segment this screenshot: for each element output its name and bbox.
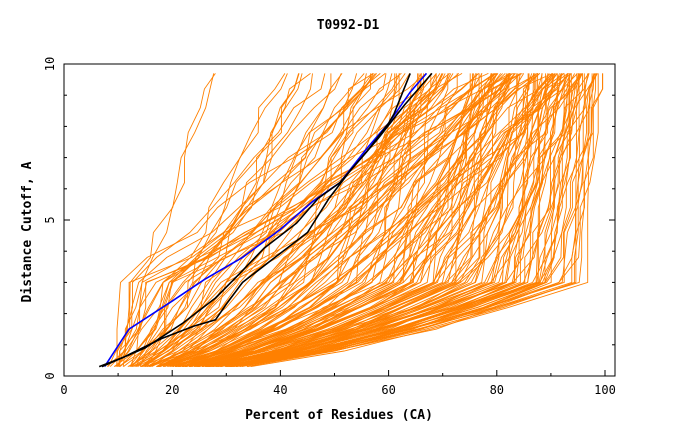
background-curve <box>136 73 402 368</box>
x-tick-label: 0 <box>60 383 67 397</box>
y-tick-label: 0 <box>43 372 57 379</box>
background-curve <box>205 73 519 368</box>
x-tick-label: 80 <box>490 383 504 397</box>
background-curve <box>167 73 420 368</box>
series-line-2 <box>101 73 411 368</box>
chart-title: T0992-D1 <box>317 18 380 33</box>
background-curve <box>145 73 509 368</box>
background-curve <box>226 73 536 368</box>
background-curve <box>131 73 300 367</box>
background-curve <box>188 73 480 368</box>
background-curve <box>229 73 595 368</box>
background-curve <box>156 73 332 367</box>
x-tick-label: 60 <box>381 383 395 397</box>
background-curve <box>175 73 443 368</box>
background-curve <box>185 73 493 368</box>
background-curve <box>208 73 534 368</box>
y-tick-label: 10 <box>43 57 57 71</box>
background-curve <box>116 73 215 367</box>
background-curve <box>139 73 387 367</box>
background-curve <box>137 73 432 367</box>
background-curve <box>157 73 450 368</box>
background-curve <box>129 73 286 367</box>
background-curve <box>163 73 425 368</box>
background-curve <box>122 73 326 367</box>
background-curve <box>185 73 471 368</box>
background-curve <box>189 73 510 368</box>
background-curve <box>149 73 506 368</box>
background-curve <box>176 73 483 368</box>
background-curve <box>140 73 539 367</box>
background-curve <box>246 73 597 368</box>
background-curve <box>202 73 503 368</box>
background-curve <box>209 73 569 368</box>
background-curve <box>157 73 478 368</box>
background-curve <box>149 73 367 368</box>
background-curve <box>212 73 543 368</box>
y-tick-label: 5 <box>43 216 57 223</box>
background-curves <box>106 72 604 368</box>
background-curve <box>230 73 579 368</box>
x-axis-label: Percent of Residues (CA) <box>245 408 433 423</box>
background-curve <box>130 73 376 367</box>
background-curve <box>156 73 444 367</box>
x-tick-label: 40 <box>273 383 287 397</box>
background-curve <box>217 73 518 368</box>
background-curve <box>127 73 303 367</box>
background-curve <box>148 73 498 368</box>
background-curve <box>145 73 410 368</box>
x-tick-label: 20 <box>165 383 179 397</box>
background-curve <box>160 73 497 368</box>
background-curve <box>229 73 595 368</box>
background-curve <box>158 73 512 368</box>
background-curve <box>177 73 396 368</box>
background-curve <box>143 73 365 367</box>
background-curve <box>229 73 565 368</box>
background-curve <box>172 73 510 368</box>
background-curve <box>163 73 477 368</box>
x-tick-label: 100 <box>594 383 616 397</box>
highlighted-series <box>98 72 433 368</box>
background-curve <box>141 73 479 368</box>
background-curve <box>149 73 432 367</box>
background-curve <box>113 73 300 367</box>
background-curve <box>207 73 562 368</box>
axis-ticks: 0 20 40 60 80 100 0 5 10 <box>43 57 616 397</box>
background-curve <box>108 73 386 367</box>
y-axis-label: Distance Cutoff, A <box>20 161 35 302</box>
background-curve <box>119 72 489 367</box>
background-curve <box>185 73 474 368</box>
background-curve <box>118 73 342 367</box>
background-curve <box>219 73 571 368</box>
series-line-3 <box>98 72 433 368</box>
background-curve <box>184 73 422 368</box>
background-curve <box>194 73 493 368</box>
background-curve <box>142 73 452 367</box>
background-curve <box>211 73 563 368</box>
background-curve <box>176 73 446 368</box>
background-curve <box>179 73 449 368</box>
background-curve <box>250 73 593 368</box>
background-curve <box>220 73 571 368</box>
background-curve <box>196 73 458 368</box>
